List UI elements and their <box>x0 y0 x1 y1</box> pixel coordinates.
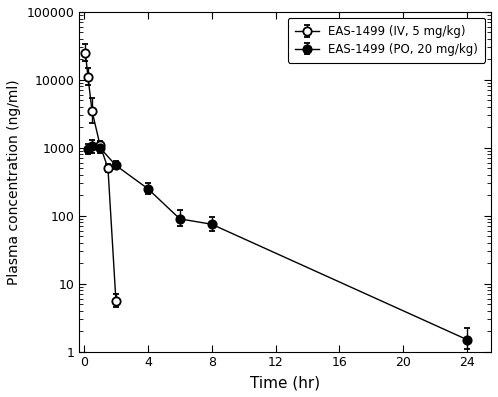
X-axis label: Time (hr): Time (hr) <box>250 375 320 390</box>
Y-axis label: Plasma concentration (ng/ml): Plasma concentration (ng/ml) <box>7 79 21 285</box>
Legend: EAS-1499 (IV, 5 mg/kg), EAS-1499 (PO, 20 mg/kg): EAS-1499 (IV, 5 mg/kg), EAS-1499 (PO, 20… <box>288 18 485 63</box>
